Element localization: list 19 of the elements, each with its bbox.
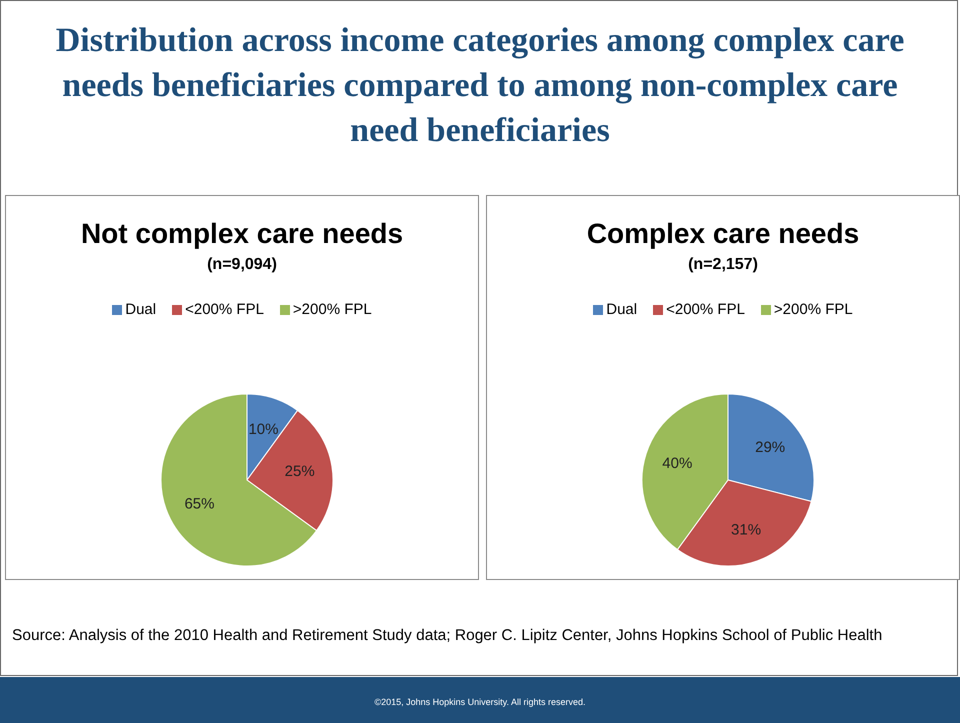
chart-title: Not complex care needs — [80, 218, 404, 250]
legend-label: >200% FPL — [292, 301, 372, 318]
data-label: 40% — [662, 455, 692, 472]
chart-subtitle: (n=9,094) — [206, 256, 278, 274]
data-label: 25% — [284, 463, 315, 480]
legend-label: >200% FPL — [774, 301, 853, 318]
data-label: 10% — [248, 420, 278, 438]
data-label: 65% — [184, 496, 215, 513]
chart-subtitle: (n=2,157) — [687, 256, 759, 274]
legend-label: <200% FPL — [185, 301, 264, 318]
legend-label: Dual — [125, 301, 156, 318]
chart-title: Complex care needs — [586, 218, 860, 250]
data-label: 31% — [731, 522, 762, 539]
legend-label: Dual — [606, 301, 638, 318]
legend-label: <200% FPL — [666, 301, 745, 318]
text: ©2015, Johns Hopkins University. All rights reserved. — [373, 697, 587, 707]
data-label: 29% — [755, 438, 786, 456]
source-note: Source: Analysis of the 2010 Health and Retirement Study data; Roger C. Lipitz Center, Johns Hopkins School of Public Health — [12, 626, 884, 646]
text: Distribution across income categories among complex care needs beneficiaries compared to among non-complex care need beneficiaries — [54, 21, 906, 151]
